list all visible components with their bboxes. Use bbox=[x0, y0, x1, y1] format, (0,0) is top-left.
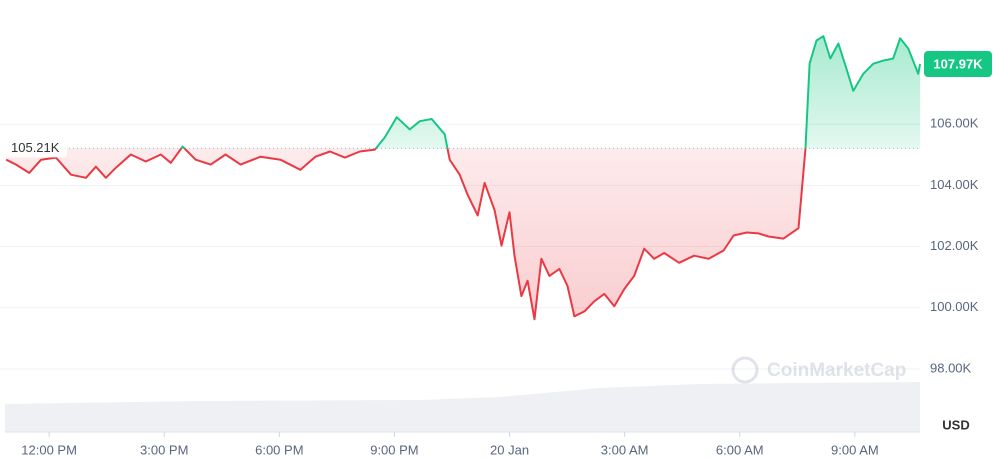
price-line bbox=[5, 35, 922, 321]
watermark: CoinMarketCap bbox=[731, 356, 906, 384]
watermark-text: CoinMarketCap bbox=[767, 360, 906, 381]
y-tick-label: 106.00K bbox=[930, 116, 979, 131]
x-tick-label: 6:00 AM bbox=[716, 442, 764, 457]
x-tick-label: 9:00 PM bbox=[370, 442, 418, 457]
y-tick-label: 102.00K bbox=[930, 238, 979, 253]
y-tick-label: 98.00K bbox=[930, 360, 972, 375]
current-price-bg bbox=[924, 51, 992, 78]
x-tick-label: 12:00 PM bbox=[21, 442, 77, 457]
x-tick-label: 20 Jan bbox=[490, 442, 529, 457]
x-tick-label: 6:00 PM bbox=[255, 442, 303, 457]
y-tick-label: 104.00K bbox=[930, 177, 979, 192]
baseline-label: 105.21K bbox=[11, 140, 60, 155]
price-area bbox=[6, 36, 921, 320]
y-tick-label: 100.00K bbox=[930, 299, 979, 314]
y-unit: USD bbox=[942, 417, 969, 432]
baseline-label-bg bbox=[5, 139, 67, 158]
x-tick-label: 9:00 AM bbox=[831, 442, 879, 457]
current-price-label: 107.97K bbox=[933, 56, 983, 71]
volume-area bbox=[5, 382, 920, 432]
watermark-logo bbox=[731, 356, 759, 384]
x-tick-label: 3:00 AM bbox=[601, 442, 649, 457]
x-tick-label: 3:00 PM bbox=[140, 442, 188, 457]
